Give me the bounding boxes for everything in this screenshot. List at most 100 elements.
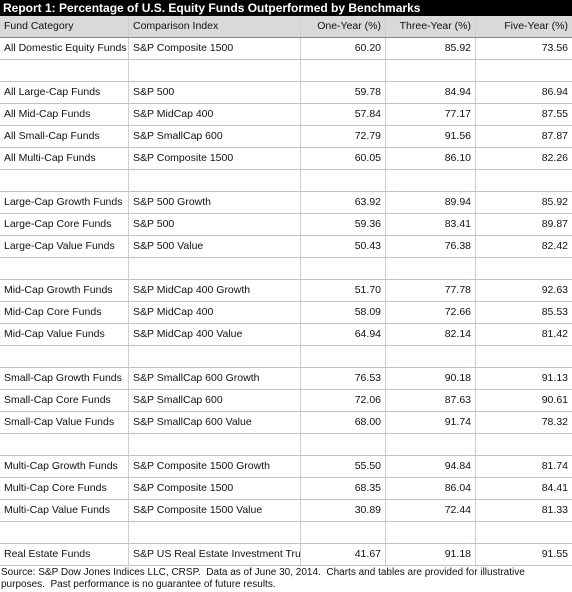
empty-cell [128,60,300,81]
text-cell: S&P MidCap 400 [128,104,300,125]
value-cell: 81.42 [475,324,572,345]
value-cell: 82.42 [475,236,572,257]
text-cell: Multi-Cap Value Funds [4,504,111,516]
value-cell: 72.44 [385,500,475,521]
text-cell: Small-Cap Core Funds [4,394,111,406]
column-header: Fund Category [4,20,74,32]
value-cell: 77.78 [385,280,475,301]
text-cell: Real Estate Funds [4,548,91,560]
value-cell: 64.94 [300,324,385,345]
empty-cell [475,522,572,543]
value-cell: 84.41 [475,478,572,499]
text-cell: S&P Composite 1500 [128,148,300,169]
text-cell: Multi-Cap Core Funds [4,482,107,494]
text-cell: Large-Cap Growth Funds [4,196,123,208]
value-cell: 57.84 [300,104,385,125]
empty-cell [0,434,128,455]
value-cell: 91.55 [475,544,572,565]
empty-cell [0,258,128,279]
value-cell: 50.43 [300,236,385,257]
value-cell: 77.17 [385,104,475,125]
text-cell: Large-Cap Core Funds [4,218,112,230]
text-cell: Mid-Cap Core Funds [4,306,102,318]
value-cell: 78.32 [475,412,572,433]
value-cell: 90.61 [475,390,572,411]
source-note: Source: S&P Dow Jones Indices LLC, CRSP.… [1,567,528,590]
text-cell: All Mid-Cap Funds [4,108,91,120]
empty-cell [128,258,300,279]
value-cell: 60.20 [300,38,385,59]
empty-cell [475,346,572,367]
empty-cell [128,170,300,191]
value-cell: 89.87 [475,214,572,235]
value-cell: 84.94 [385,82,475,103]
empty-cell [0,170,128,191]
spacer-row [0,60,572,82]
empty-cell [385,258,475,279]
empty-cell [0,346,128,367]
empty-cell [385,522,475,543]
text-cell: Multi-Cap Growth Funds [4,460,118,472]
value-cell: 87.87 [475,126,572,147]
empty-cell [300,170,385,191]
data-row: Multi-Cap Value Funds S&P Composite 1500 … [0,500,572,522]
data-row: All Small-Cap Funds S&P SmallCap 600 72.79… [0,126,572,148]
data-row: Real Estate Funds S&P US Real Estate Inve… [0,544,572,566]
text-cell: Large-Cap Value Funds [4,240,115,252]
value-cell: 86.04 [385,478,475,499]
data-row: Multi-Cap Growth Funds S&P Composite 1500… [0,456,572,478]
text-cell: S&P Composite 1500 [128,478,300,499]
text-cell: S&P MidCap 400 [128,302,300,323]
empty-cell [0,522,128,543]
spacer-row [0,170,572,192]
value-cell: 92.63 [475,280,572,301]
empty-cell [128,434,300,455]
value-cell: 81.74 [475,456,572,477]
text-cell: S&P MidCap 400 Growth [128,280,300,301]
text-cell: All Domestic Equity Funds [4,42,127,54]
data-row: Large-Cap Core Funds S&P 500 59.36 83.41 89.… [0,214,572,236]
value-cell: 41.67 [300,544,385,565]
spacer-row [0,346,572,368]
text-cell: S&P MidCap 400 Value [128,324,300,345]
spacer-row [0,258,572,280]
value-cell: 89.94 [385,192,475,213]
empty-cell [475,60,572,81]
text-cell: Mid-Cap Value Funds [4,328,105,340]
text-cell: S&P SmallCap 600 Value [128,412,300,433]
spacer-row [0,522,572,544]
data-row: Small-Cap Growth Funds S&P SmallCap 600 G… [0,368,572,390]
column-header: Comparison Index [128,16,300,37]
data-row: All Large-Cap Funds S&P 500 59.78 84.94 86.9… [0,82,572,104]
value-cell: 72.06 [300,390,385,411]
value-cell: 90.18 [385,368,475,389]
text-cell: All Multi-Cap Funds [4,152,96,164]
data-row: Large-Cap Growth Funds S&P 500 Growth 63.9… [0,192,572,214]
empty-cell [475,434,572,455]
report-title: Report 1: Percentage of U.S. Equity Fund… [0,0,572,16]
empty-cell [300,258,385,279]
value-cell: 91.74 [385,412,475,433]
value-cell: 91.56 [385,126,475,147]
text-cell: S&P SmallCap 600 [128,390,300,411]
empty-cell [300,434,385,455]
value-cell: 87.63 [385,390,475,411]
text-cell: S&P 500 [128,82,300,103]
value-cell: 55.50 [300,456,385,477]
value-cell: 86.94 [475,82,572,103]
text-cell: All Small-Cap Funds [4,130,100,142]
text-cell: S&P US Real Estate Investment Trust [128,544,300,565]
value-cell: 72.79 [300,126,385,147]
column-header: One-Year (%) [300,16,385,37]
empty-cell [128,522,300,543]
data-row: Mid-Cap Value Funds S&P MidCap 400 Value 6… [0,324,572,346]
text-cell: S&P SmallCap 600 Growth [128,368,300,389]
empty-cell [385,346,475,367]
text-cell: S&P 500 Value [128,236,300,257]
value-cell: 91.13 [475,368,572,389]
text-cell: Small-Cap Value Funds [4,416,115,428]
value-cell: 86.10 [385,148,475,169]
empty-cell [385,434,475,455]
data-row: All Domestic Equity Funds S&P Composite 1… [0,38,572,60]
spacer-row [0,434,572,456]
